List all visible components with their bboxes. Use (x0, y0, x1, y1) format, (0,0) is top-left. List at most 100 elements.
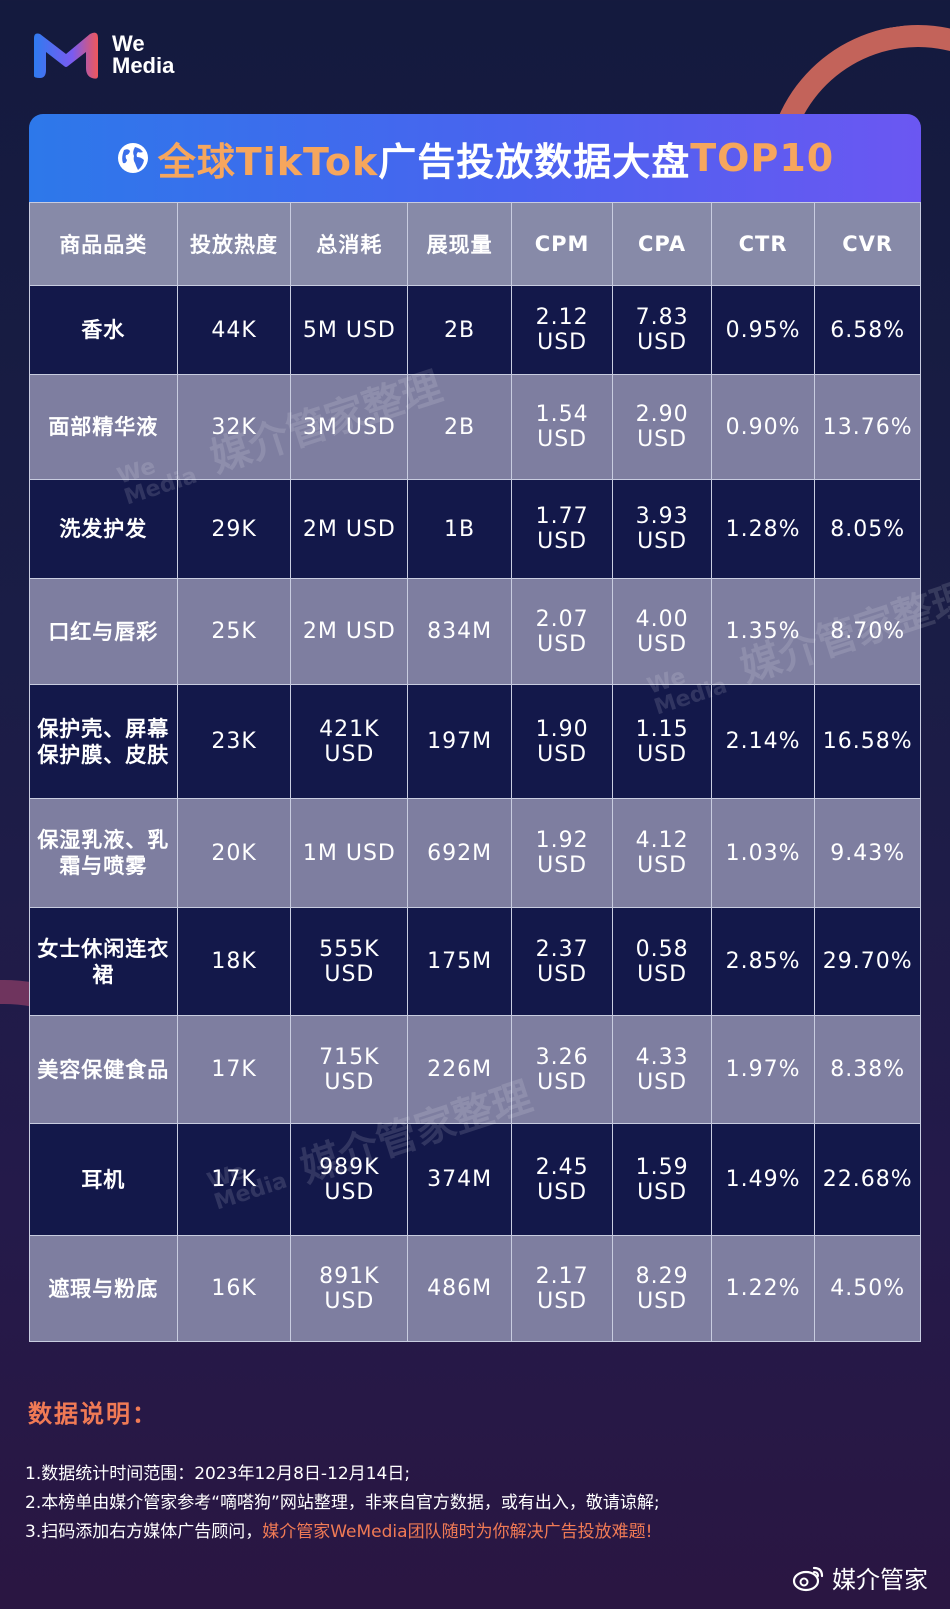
header-cpa: CPA (612, 202, 712, 286)
cell-spend: 891K USD (290, 1235, 409, 1342)
cell-cpa: 0.58 USD (612, 907, 712, 1016)
cell-cpa: 2.90 USD (612, 374, 712, 480)
cell-spend: 2M USD (290, 479, 409, 579)
cell-cvr: 8.70% (814, 578, 921, 685)
table-row: 保湿乳液、乳霜与喷雾 20K 1M USD 692M 1.92 USD 4.12… (29, 798, 921, 908)
cell-category: 口红与唇彩 (29, 578, 178, 685)
cell-cpm: 1.90 USD (510, 684, 614, 799)
table-row: 洗发护发 29K 2M USD 1B 1.77 USD 3.93 USD 1.2… (29, 479, 921, 579)
cell-spend: 555K USD (290, 907, 409, 1016)
table-row: 口红与唇彩 25K 2M USD 834M 2.07 USD 4.00 USD … (29, 578, 921, 685)
cell-category: 遮瑕与粉底 (29, 1235, 178, 1342)
cell-heat: 17K (176, 1123, 292, 1236)
cell-spend: 715K USD (290, 1015, 409, 1124)
cell-cpm: 1.77 USD (510, 479, 614, 579)
cell-ctr: 2.14% (710, 684, 816, 799)
cell-cvr: 4.50% (814, 1235, 921, 1342)
cell-heat: 25K (176, 578, 292, 685)
cell-heat: 29K (176, 479, 292, 579)
cell-impressions: 2B (407, 374, 512, 480)
cell-category: 保湿乳液、乳霜与喷雾 (29, 798, 178, 908)
cell-category: 洗发护发 (29, 479, 178, 579)
cell-spend: 1M USD (290, 798, 409, 908)
cell-spend: 421K USD (290, 684, 409, 799)
cell-cvr: 16.58% (814, 684, 921, 799)
data-table: 商品品类 投放热度 总消耗 展现量 CPM CPA CTR CVR 香水 44K… (29, 202, 921, 1342)
cell-impressions: 692M (407, 798, 512, 908)
cell-cpm: 1.92 USD (510, 798, 614, 908)
weibo-icon (792, 1566, 824, 1591)
cell-category: 美容保健食品 (29, 1015, 178, 1124)
cell-heat: 17K (176, 1015, 292, 1124)
brand-logo: We Media (30, 30, 174, 80)
cell-category: 保护壳、屏幕保护膜、皮肤 (29, 684, 178, 799)
title-part3: TOP10 (690, 136, 835, 180)
title-part2: 广告投放数据大盘 (378, 139, 691, 184)
cell-impressions: 486M (407, 1235, 512, 1342)
cell-impressions: 226M (407, 1015, 512, 1124)
cell-ctr: 1.49% (710, 1123, 816, 1236)
cell-impressions: 1B (407, 479, 512, 579)
cell-cpm: 2.12 USD (510, 285, 614, 375)
cell-cvr: 6.58% (814, 285, 921, 375)
cell-cvr: 22.68% (814, 1123, 921, 1236)
cell-cpm: 3.26 USD (510, 1015, 614, 1124)
header-cpm: CPM (510, 202, 614, 286)
header-heat: 投放热度 (176, 202, 292, 286)
cell-cpm: 2.45 USD (510, 1123, 614, 1236)
notes-list: 1.数据统计时间范围：2023年12月8日-12月14日; 2.本榜单由媒介管家… (25, 1460, 660, 1547)
brand-line1: We (112, 31, 145, 56)
wemedia-m-icon (34, 32, 98, 79)
note-line-1: 1.数据统计时间范围：2023年12月8日-12月14日; (25, 1464, 411, 1484)
cell-ctr: 1.22% (710, 1235, 816, 1342)
cell-cpa: 4.00 USD (612, 578, 712, 685)
cell-impressions: 175M (407, 907, 512, 1016)
cell-category: 女士休闲连衣裙 (29, 907, 178, 1016)
brand-line2: Media (112, 53, 175, 78)
header-spend: 总消耗 (290, 202, 409, 286)
cell-category: 耳机 (29, 1123, 178, 1236)
cell-cvr: 13.76% (814, 374, 921, 480)
header-impressions: 展现量 (407, 202, 512, 286)
cell-cpa: 4.12 USD (612, 798, 712, 908)
cell-spend: 989K USD (290, 1123, 409, 1236)
cell-cpa: 7.83 USD (612, 285, 712, 375)
cell-cpm: 1.54 USD (510, 374, 614, 480)
cell-cpa: 3.93 USD (612, 479, 712, 579)
page-title: 全球TikTok 广告投放数据大盘 TOP10 (29, 114, 921, 202)
notes-title: 数据说明： (28, 1400, 158, 1428)
table-row: 面部精华液 32K 3M USD 2B 1.54 USD 2.90 USD 0.… (29, 374, 921, 480)
cell-ctr: 1.03% (710, 798, 816, 908)
note-line-3-highlight: 媒介管家WeMedia团队随时为你解决广告投放难题! (262, 1522, 653, 1542)
header-category: 商品品类 (29, 202, 178, 286)
cell-cpa: 1.59 USD (612, 1123, 712, 1236)
note-line-3: 3.扫码添加右方媒体广告顾问，媒介管家WeMedia团队随时为你解决广告投放难题… (25, 1518, 660, 1547)
cell-ctr: 1.35% (710, 578, 816, 685)
cell-impressions: 2B (407, 285, 512, 375)
note-line-2: 2.本榜单由媒介管家参考“嘀嗒狗”网站整理，非来自官方数据，或有出入，敬请谅解; (25, 1493, 660, 1513)
cell-cpm: 2.07 USD (510, 578, 614, 685)
cell-spend: 5M USD (290, 285, 409, 375)
header-ctr: CTR (710, 202, 816, 286)
cell-spend: 2M USD (290, 578, 409, 685)
cell-cpa: 8.29 USD (612, 1235, 712, 1342)
cell-impressions: 374M (407, 1123, 512, 1236)
table-row: 女士休闲连衣裙 18K 555K USD 175M 2.37 USD 0.58 … (29, 907, 921, 1016)
cell-ctr: 1.97% (710, 1015, 816, 1124)
cell-heat: 32K (176, 374, 292, 480)
cell-impressions: 834M (407, 578, 512, 685)
cell-cvr: 8.38% (814, 1015, 921, 1124)
table-row: 遮瑕与粉底 16K 891K USD 486M 2.17 USD 8.29 US… (29, 1235, 921, 1342)
cell-impressions: 197M (407, 684, 512, 799)
table-header-row: 商品品类 投放热度 总消耗 展现量 CPM CPA CTR CVR (29, 202, 921, 286)
cell-cvr: 9.43% (814, 798, 921, 908)
table-row: 保护壳、屏幕保护膜、皮肤 23K 421K USD 197M 1.90 USD … (29, 684, 921, 799)
table-row: 耳机 17K 989K USD 374M 2.45 USD 1.59 USD 1… (29, 1123, 921, 1236)
cell-heat: 16K (176, 1235, 292, 1342)
cell-heat: 20K (176, 798, 292, 908)
globe-icon (117, 143, 148, 173)
footer-brand-name: 媒介管家 (832, 1566, 928, 1594)
cell-heat: 44K (176, 285, 292, 375)
cell-ctr: 1.28% (710, 479, 816, 579)
cell-cpa: 4.33 USD (612, 1015, 712, 1124)
